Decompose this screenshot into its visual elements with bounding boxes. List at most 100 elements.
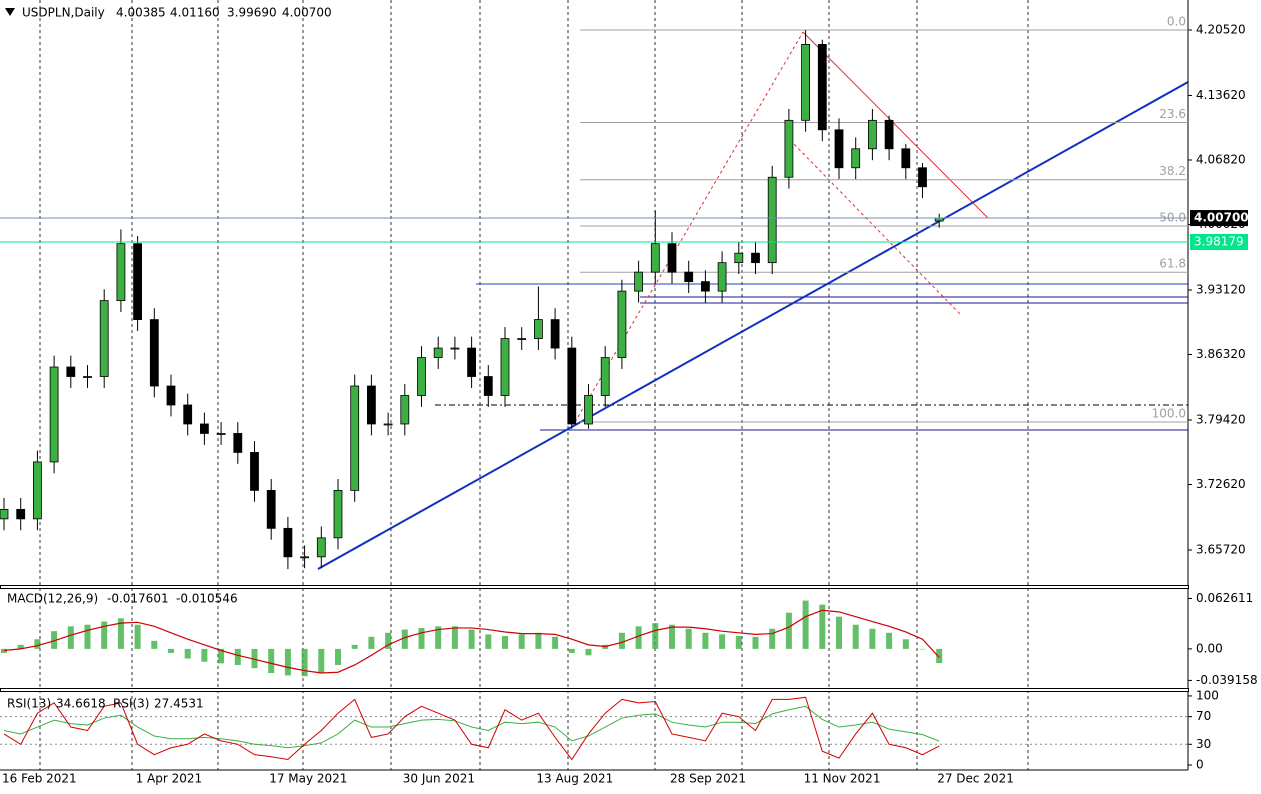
macd-bar <box>819 604 826 649</box>
fib-label: 61.8 <box>1159 257 1186 271</box>
candle-body <box>116 243 126 302</box>
candle-body <box>500 338 510 396</box>
macd-bar <box>51 631 58 649</box>
y-tick-label: 0 <box>1196 758 1204 772</box>
y-tick-label: 0.00 <box>1196 641 1223 655</box>
candle-body <box>667 243 677 273</box>
y-tick-label: 0.062611 <box>1196 591 1253 605</box>
y-tick-label: 4.13620 <box>1196 88 1246 102</box>
macd-bar <box>401 629 408 649</box>
macd-bar <box>468 629 475 649</box>
close-label: 4.00700 <box>282 6 332 20</box>
macd-bar <box>368 636 375 649</box>
candle-body <box>333 489 343 539</box>
macd-bar <box>84 624 91 649</box>
trendline <box>802 31 989 219</box>
high-label: 4.01160 <box>170 6 220 20</box>
macd-bar <box>134 624 141 649</box>
macd-bar <box>502 636 508 649</box>
candle-body <box>400 395 410 425</box>
y-tick-label: 4.20520 <box>1196 22 1246 36</box>
macd-bar <box>101 621 108 649</box>
candle-body <box>751 252 760 264</box>
macd-bar <box>218 648 225 664</box>
candle-body <box>166 385 176 406</box>
macd-bar <box>451 626 458 649</box>
candle-body <box>767 176 777 264</box>
price-label: 4.00700 <box>1194 211 1249 225</box>
y-tick-label: 3.79420 <box>1196 412 1246 426</box>
symbol-title: USDPLN,Daily <box>22 6 105 20</box>
candle-body <box>316 537 326 558</box>
rsi-line <box>3 696 940 761</box>
candle-body <box>66 366 76 377</box>
menu-icon[interactable] <box>5 8 15 16</box>
x-tick-label: 13 Aug 2021 <box>536 772 613 786</box>
macd-bar <box>234 648 241 665</box>
low-label: 3.99690 <box>227 6 277 20</box>
candle-body <box>851 148 861 169</box>
trendline <box>317 81 1189 570</box>
y-tick-label: 3.93120 <box>1196 282 1246 296</box>
macd-bar <box>335 648 341 665</box>
candle-body <box>266 489 276 529</box>
candle-body <box>584 395 593 425</box>
candle-body <box>366 385 376 425</box>
candle-body <box>600 357 610 396</box>
macd-bar <box>735 636 742 649</box>
candle-body <box>868 119 877 150</box>
macd-bar <box>318 648 325 674</box>
candle-body <box>684 271 694 283</box>
candle-body <box>817 44 827 131</box>
candle-body <box>534 319 543 339</box>
macd-bar <box>251 648 258 669</box>
candle-body <box>433 347 443 358</box>
fib-label: 0.0 <box>1167 14 1186 28</box>
macd-bar <box>936 648 943 664</box>
candle-body <box>884 119 894 150</box>
candle-body <box>283 527 293 558</box>
candle-body <box>149 319 159 387</box>
macd-bar <box>385 632 392 649</box>
macd-bar <box>67 626 74 649</box>
macd-bar <box>418 627 425 649</box>
candle-body <box>650 243 660 273</box>
macd-bar <box>785 612 792 649</box>
y-tick-label: 3.65720 <box>1196 542 1246 556</box>
candle-body <box>701 281 710 292</box>
candle-body <box>567 347 577 425</box>
panel-separator <box>0 585 1189 589</box>
x-tick-label: 11 Nov 2021 <box>804 772 881 786</box>
candle-body <box>300 556 310 559</box>
y-tick-label: 3.86320 <box>1196 347 1246 361</box>
fib-label: 23.6 <box>1159 107 1186 121</box>
macd-bar <box>769 628 776 649</box>
x-tick-label: 16 Feb 2021 <box>2 772 77 786</box>
candle-body <box>233 433 243 453</box>
signal-value: -0.010546 <box>176 592 238 606</box>
macd-bar <box>485 634 492 649</box>
macd-bar <box>919 648 926 650</box>
candle-body <box>133 243 143 320</box>
macd-bar <box>719 634 726 649</box>
x-tick-label: 27 Dec 2021 <box>937 772 1014 786</box>
candle-body <box>918 167 927 188</box>
price-label-box <box>1190 210 1248 227</box>
signal-line <box>3 609 940 674</box>
x-tick-label: 30 Jun 2021 <box>403 772 475 786</box>
macd-bar <box>284 648 291 676</box>
y-tick-label: -0.039158 <box>1196 673 1258 687</box>
x-tick-label: 1 Apr 2021 <box>136 772 203 786</box>
fib-label: 100.0 <box>1152 406 1186 420</box>
macd-bar <box>435 626 442 649</box>
macd-bar <box>151 640 158 649</box>
candle-body <box>717 262 727 292</box>
macd-bar <box>1 648 7 653</box>
candle-body <box>467 347 477 377</box>
macd-bar <box>535 632 542 649</box>
candle-body <box>350 385 360 491</box>
macd-bar <box>552 636 559 649</box>
macd-bar <box>168 648 174 653</box>
candle-body <box>49 366 59 463</box>
candle-body <box>99 300 109 377</box>
